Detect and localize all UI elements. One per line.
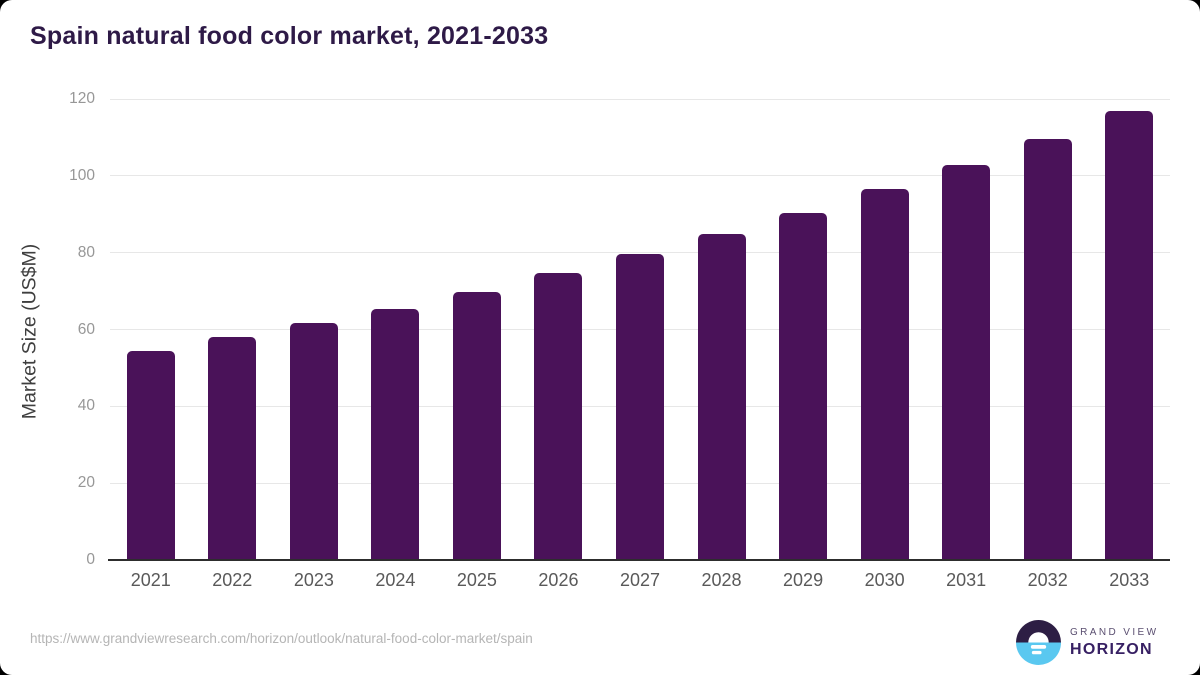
y-tick-label: 100 bbox=[69, 166, 95, 184]
bar-2031 bbox=[942, 164, 991, 560]
logo-text: GRAND VIEW HORIZON bbox=[1070, 627, 1158, 659]
grand-view-horizon-logo: GRAND VIEW HORIZON bbox=[1016, 620, 1158, 665]
logo-horizon-label: HORIZON bbox=[1070, 640, 1153, 658]
x-tick-label: 2031 bbox=[946, 570, 987, 590]
gridline bbox=[110, 252, 1170, 254]
x-tick-label: 2021 bbox=[130, 570, 171, 590]
bar-2029 bbox=[779, 212, 828, 560]
x-tick-label: 2023 bbox=[293, 570, 334, 590]
bar-2024 bbox=[371, 308, 420, 560]
bar-2021 bbox=[126, 351, 175, 560]
x-tick-label: 2026 bbox=[538, 570, 579, 590]
x-tick-label: 2028 bbox=[701, 570, 742, 590]
y-tick-label: 120 bbox=[69, 90, 95, 107]
x-tick-label: 2027 bbox=[619, 570, 661, 590]
y-tick-label: 20 bbox=[77, 474, 95, 492]
y-tick-label: 0 bbox=[86, 551, 95, 568]
x-tick-label: 2024 bbox=[375, 570, 416, 590]
gridline bbox=[110, 175, 1170, 177]
bar-2027 bbox=[616, 254, 664, 560]
bar-2026 bbox=[534, 273, 583, 560]
y-tick-label: 60 bbox=[77, 320, 95, 338]
bar-2023 bbox=[289, 323, 338, 560]
bar-2022 bbox=[208, 336, 257, 560]
y-tick-label: 40 bbox=[77, 397, 95, 415]
chart-title: Spain natural food color market, 2021-20… bbox=[30, 22, 549, 50]
bar-2028 bbox=[697, 233, 746, 560]
x-tick-label: 2033 bbox=[1109, 570, 1150, 590]
x-axis-line bbox=[108, 559, 1170, 561]
x-tick-label: 2029 bbox=[783, 570, 824, 590]
logo-grand-view-label: GRAND VIEW bbox=[1070, 626, 1159, 638]
x-tick-label: 2025 bbox=[456, 570, 497, 590]
plot-area bbox=[110, 98, 1170, 560]
gridline bbox=[110, 98, 1170, 100]
bar-2032 bbox=[1023, 139, 1072, 560]
bar-2025 bbox=[452, 291, 501, 560]
x-tick-label: 2030 bbox=[864, 570, 905, 590]
y-tick-label: 80 bbox=[77, 243, 95, 261]
x-tick-label: 2032 bbox=[1027, 570, 1068, 590]
grand-view-horizon-logo-icon bbox=[1016, 620, 1061, 665]
bar-2033 bbox=[1105, 111, 1154, 560]
source-url: https://www.grandviewresearch.com/horizo… bbox=[30, 631, 533, 646]
x-tick-label: 2022 bbox=[212, 570, 253, 590]
bar-2030 bbox=[860, 189, 909, 560]
